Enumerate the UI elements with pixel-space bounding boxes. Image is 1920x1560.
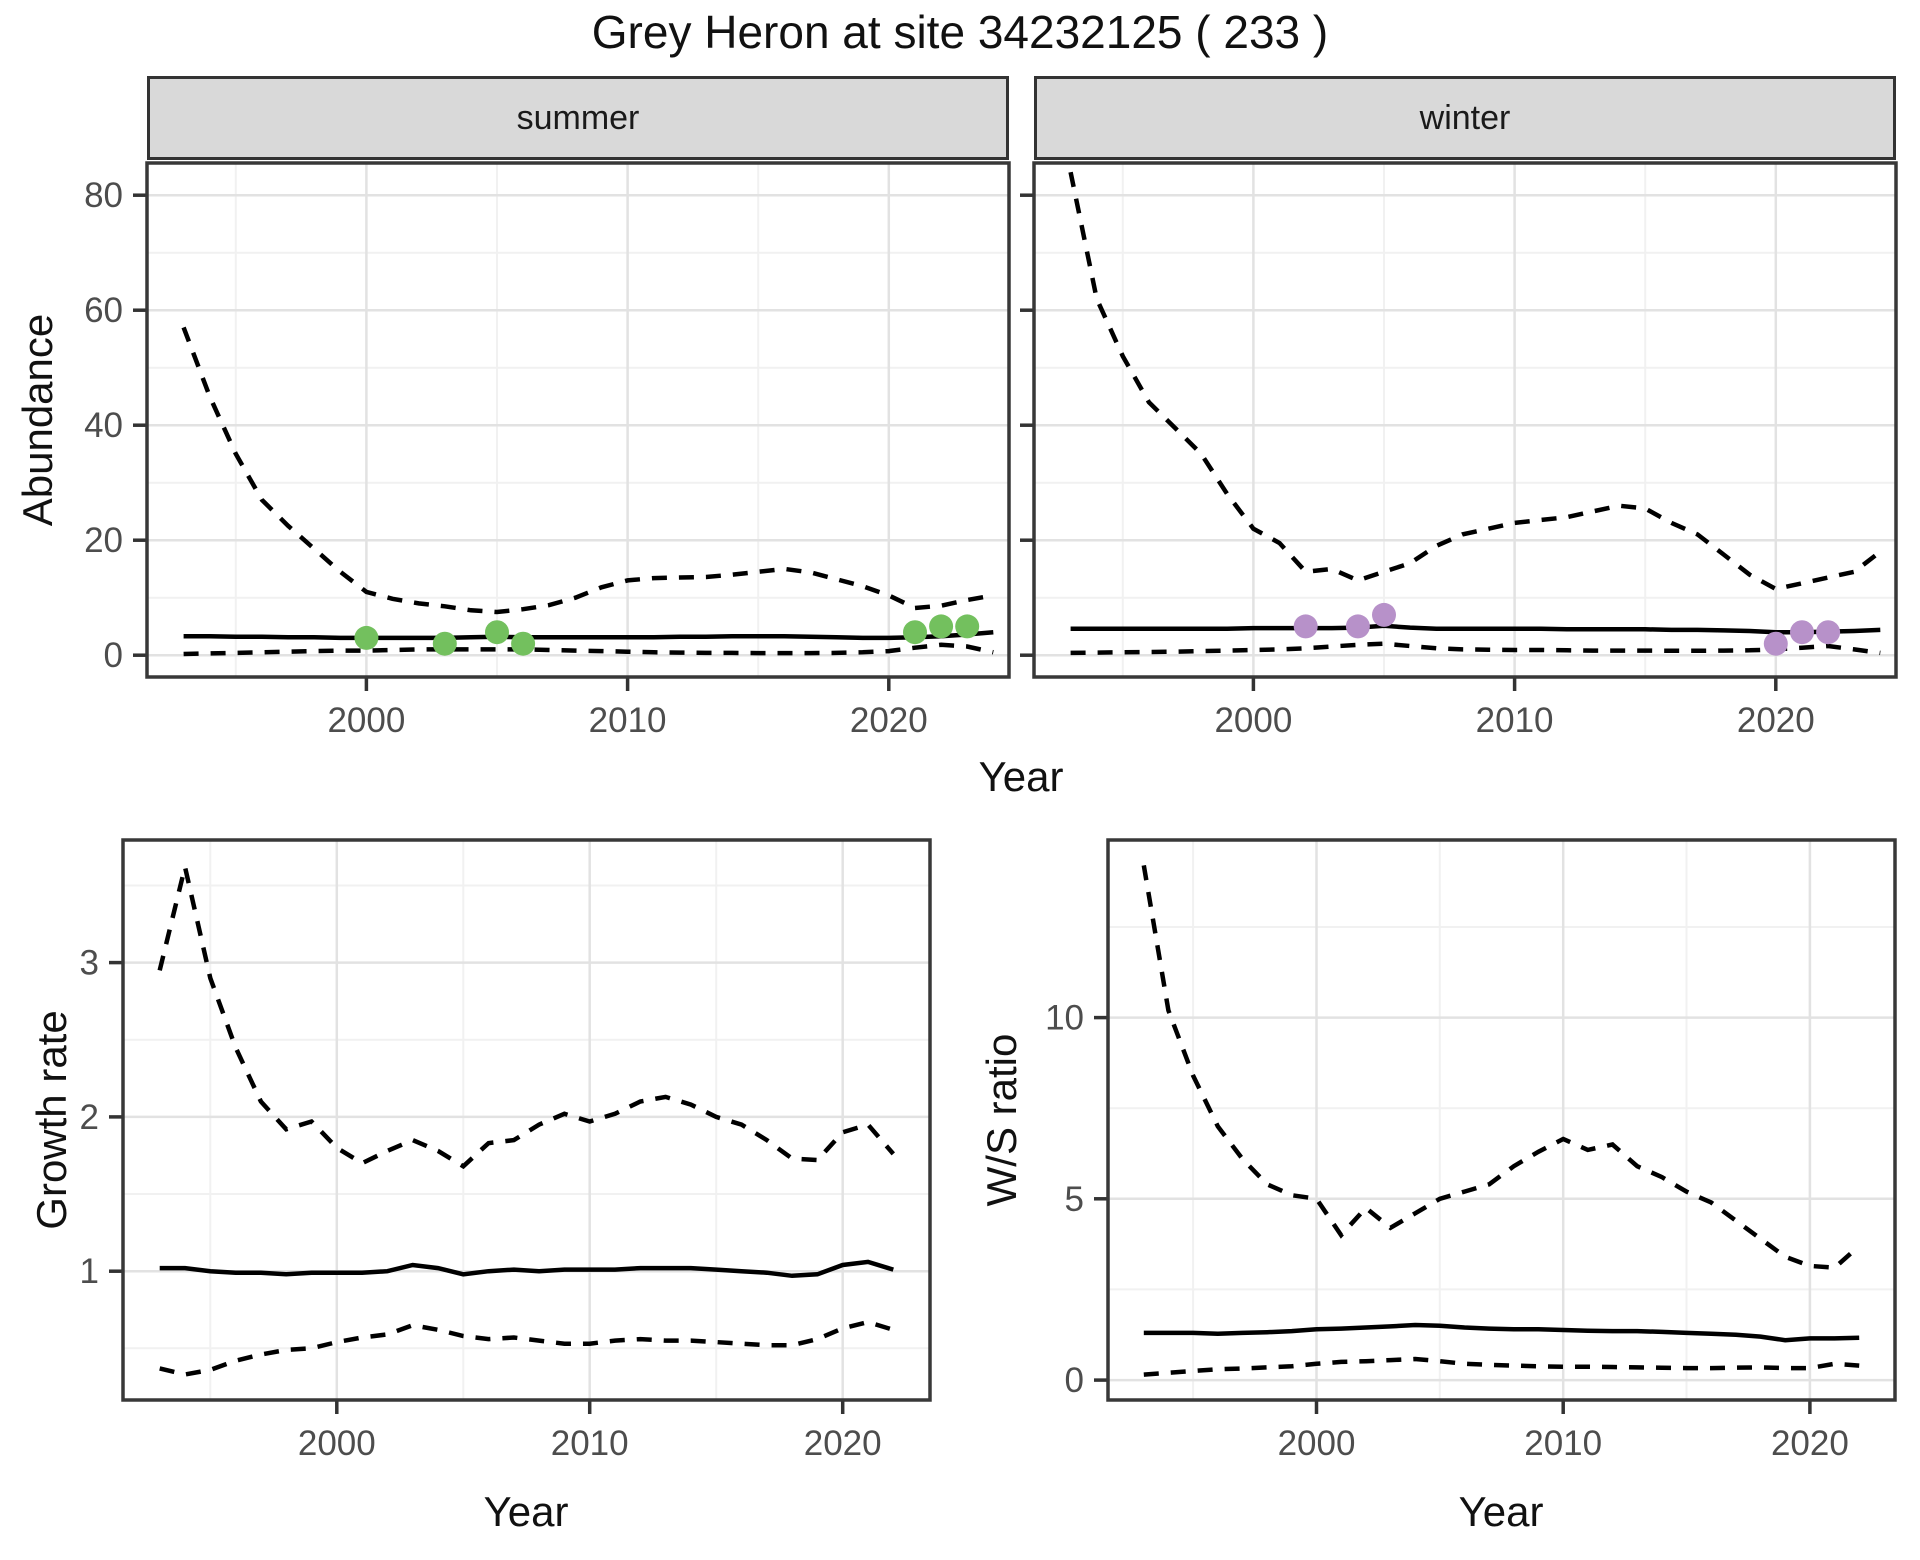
svg-text:10: 10 [1045, 999, 1084, 1038]
growth-rate-axis-title: Growth rate [28, 1010, 75, 1230]
svg-text:0: 0 [1065, 1361, 1084, 1400]
svg-text:0: 0 [104, 636, 123, 675]
svg-text:60: 60 [84, 291, 123, 330]
svg-text:1: 1 [80, 1252, 99, 1291]
facet-strip-summer-label: summer [516, 98, 640, 137]
facet-strip-winter: winter [1034, 76, 1896, 160]
svg-text:2020: 2020 [804, 1424, 882, 1463]
growth-year-axis-title: Year [483, 1488, 569, 1535]
page-title: Grey Heron at site 34232125 ( 233 ) [591, 6, 1329, 58]
svg-text:3: 3 [80, 944, 99, 983]
ws-ratio-axis-title: W/S ratio [978, 1033, 1025, 1207]
svg-text:2: 2 [80, 1098, 99, 1137]
winter-abundance-chart: 2000 2010 2020 [1020, 161, 1898, 740]
facet-strip-winter-label: winter [1419, 98, 1511, 137]
ws-year-axis-title: Year [1458, 1488, 1544, 1535]
svg-text:20: 20 [84, 521, 123, 560]
abundance-axis-title: Abundance [14, 313, 61, 527]
svg-text:2020: 2020 [1771, 1424, 1849, 1463]
svg-text:2000: 2000 [327, 701, 405, 740]
svg-text:2010: 2010 [1476, 701, 1554, 740]
top-year-axis-title: Year [978, 753, 1064, 800]
svg-text:2010: 2010 [589, 701, 667, 740]
svg-text:2000: 2000 [298, 1424, 376, 1463]
svg-text:2000: 2000 [1278, 1424, 1356, 1463]
svg-text:5: 5 [1065, 1180, 1084, 1219]
svg-text:40: 40 [84, 406, 123, 445]
summer-abundance-chart: 0 20 40 60 80 2000 2010 2020 [84, 161, 1011, 740]
svg-text:2010: 2010 [1524, 1424, 1602, 1463]
growth-rate-chart: 1 2 3 2000 2010 2020 [80, 838, 932, 1463]
facet-strip-summer: summer [147, 76, 1009, 160]
svg-text:80: 80 [84, 176, 123, 215]
svg-text:2010: 2010 [551, 1424, 629, 1463]
svg-text:2020: 2020 [850, 701, 928, 740]
svg-text:2000: 2000 [1214, 701, 1292, 740]
ws-ratio-chart: 0 5 10 2000 2010 2020 [1045, 838, 1897, 1463]
svg-text:2020: 2020 [1737, 701, 1815, 740]
